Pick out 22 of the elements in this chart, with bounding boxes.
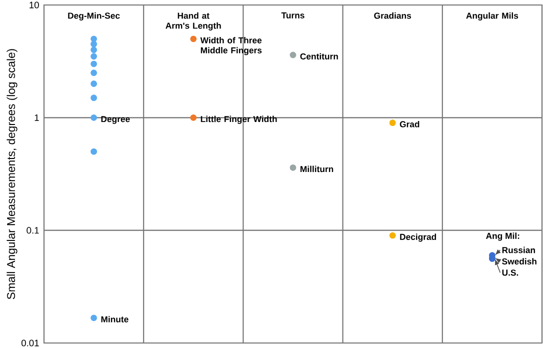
- annotation: Swedish: [502, 258, 536, 264]
- annotation: Milliturn: [300, 166, 334, 172]
- annotation: Russian: [502, 246, 535, 254]
- y-axis-title: Small Angular Measurements, degrees (log scale): [6, 49, 18, 300]
- x-tick-label: Turns: [281, 12, 304, 18]
- annotation: Decigrad: [400, 234, 436, 242]
- y-tick-label: 1: [34, 114, 39, 121]
- annotation: Little Finger Width: [200, 116, 277, 124]
- y-tick-label: 0.1: [26, 227, 39, 234]
- annotation: Ang Mil:: [486, 232, 520, 241]
- x-tick-label: Hand at Arm's Length: [166, 12, 221, 30]
- annotation: U.S.: [502, 270, 518, 276]
- x-tick-label: Angular Mils: [466, 12, 518, 20]
- annotation: Grad: [400, 120, 420, 128]
- annotation: Minute: [101, 316, 128, 322]
- y-tick-label: 10: [30, 2, 39, 8]
- x-tick-label: Gradians: [374, 12, 412, 19]
- annotation: Width of Three Middle Fingers: [200, 37, 262, 56]
- annotation: Centiturn: [300, 53, 338, 60]
- annotation: Degree: [101, 116, 130, 124]
- x-tick-label: Deg-Min-Sec: [68, 12, 120, 20]
- y-tick-label: 0.01: [21, 340, 39, 346]
